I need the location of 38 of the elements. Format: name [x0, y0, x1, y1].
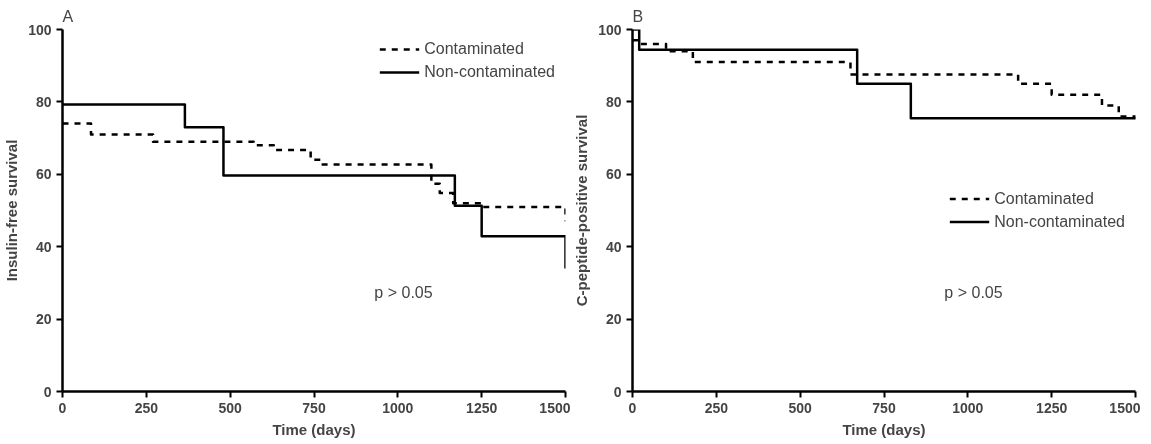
- x-tick-label: 1250: [466, 399, 498, 416]
- x-axis-title: Time (days): [842, 420, 926, 438]
- x-tick-label: 1500: [1109, 399, 1141, 416]
- x-tick-label: 750: [302, 399, 326, 416]
- x-tick-label: 0: [628, 399, 637, 416]
- y-tick-label: 0: [613, 383, 622, 400]
- legend-label: Non-contaminated: [994, 212, 1125, 231]
- annotation: p > 0.05: [944, 284, 1003, 301]
- y-tick-label: 40: [35, 238, 52, 255]
- y-tick-label: 40: [605, 238, 622, 255]
- x-axis-title: Time (days): [272, 420, 356, 438]
- x-tick-label: 250: [134, 399, 159, 416]
- y-tick-label: 0: [43, 383, 52, 400]
- legend-label: Contaminated: [424, 40, 524, 58]
- x-tick-label: 500: [788, 399, 813, 416]
- x-tick-label: 1500: [539, 399, 571, 416]
- x-tick-label: 0: [58, 399, 67, 416]
- y-axis-title: C-peptide-positive survival: [573, 114, 591, 307]
- legend-label: Non-contaminated: [424, 63, 555, 81]
- x-tick-label: 500: [218, 399, 243, 416]
- y-tick-label: 20: [605, 311, 622, 328]
- chart-title: A: [62, 7, 74, 25]
- y-tick-label: 80: [605, 93, 622, 110]
- y-tick-label: 60: [605, 166, 622, 183]
- chart-title: B: [632, 7, 644, 25]
- x-tick-label: 1000: [952, 399, 984, 416]
- legend-label: Contaminated: [994, 189, 1094, 208]
- x-tick-label: 1000: [382, 399, 414, 416]
- x-tick-label: 750: [872, 399, 896, 416]
- y-tick-label: 60: [35, 166, 52, 183]
- x-tick-label: 1250: [1036, 399, 1068, 416]
- y-tick-label: 20: [35, 311, 52, 328]
- y-tick-label: 80: [35, 93, 52, 110]
- y-tick-label: 100: [598, 21, 622, 38]
- y-tick-label: 100: [28, 21, 52, 38]
- y-axis-title: Insulin-free survival: [3, 139, 21, 282]
- x-tick-label: 250: [704, 399, 729, 416]
- annotation: p > 0.05: [374, 284, 433, 301]
